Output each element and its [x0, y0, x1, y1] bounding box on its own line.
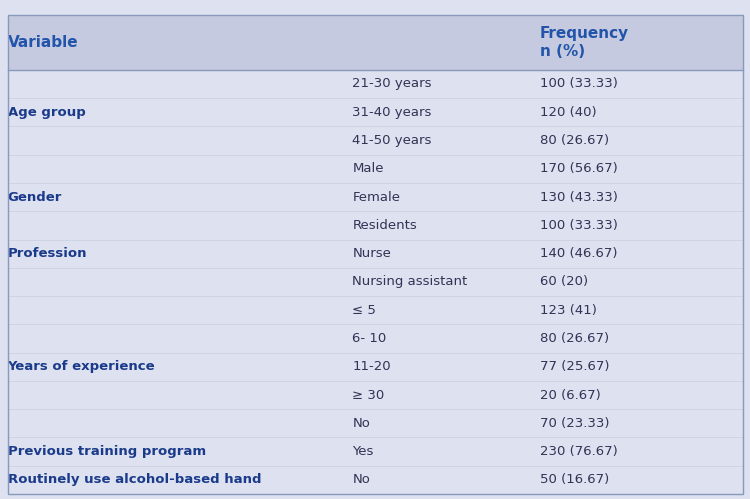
Text: 230 (76.67): 230 (76.67): [540, 445, 618, 458]
Text: Frequency
n (%): Frequency n (%): [540, 26, 629, 58]
Text: Nurse: Nurse: [352, 247, 392, 260]
FancyBboxPatch shape: [8, 15, 742, 70]
Text: 11-20: 11-20: [352, 360, 392, 373]
Text: 21-30 years: 21-30 years: [352, 77, 432, 90]
Text: Residents: Residents: [352, 219, 417, 232]
Text: Yes: Yes: [352, 445, 374, 458]
Text: 70 (23.33): 70 (23.33): [540, 417, 610, 430]
Text: ≥ 30: ≥ 30: [352, 389, 385, 402]
Text: ≤ 5: ≤ 5: [352, 304, 376, 317]
Text: 80 (26.67): 80 (26.67): [540, 332, 609, 345]
Text: 77 (25.67): 77 (25.67): [540, 360, 610, 373]
Text: 20 (6.67): 20 (6.67): [540, 389, 601, 402]
Text: No: No: [352, 474, 370, 487]
Text: 100 (33.33): 100 (33.33): [540, 219, 618, 232]
Text: 6- 10: 6- 10: [352, 332, 387, 345]
Text: 31-40 years: 31-40 years: [352, 106, 432, 119]
Text: 100 (33.33): 100 (33.33): [540, 77, 618, 90]
Text: 50 (16.67): 50 (16.67): [540, 474, 609, 487]
Text: Previous training program: Previous training program: [8, 445, 206, 458]
Text: 130 (43.33): 130 (43.33): [540, 191, 618, 204]
Text: Male: Male: [352, 162, 384, 175]
Text: Age group: Age group: [8, 106, 86, 119]
Text: 140 (46.67): 140 (46.67): [540, 247, 617, 260]
Text: 41-50 years: 41-50 years: [352, 134, 432, 147]
Text: 170 (56.67): 170 (56.67): [540, 162, 618, 175]
Text: Profession: Profession: [8, 247, 87, 260]
FancyBboxPatch shape: [8, 15, 742, 494]
Text: 123 (41): 123 (41): [540, 304, 597, 317]
Text: 80 (26.67): 80 (26.67): [540, 134, 609, 147]
Text: Nursing assistant: Nursing assistant: [352, 275, 468, 288]
Text: Gender: Gender: [8, 191, 62, 204]
Text: Variable: Variable: [8, 35, 78, 50]
Text: No: No: [352, 417, 370, 430]
Text: Routinely use alcohol-based hand: Routinely use alcohol-based hand: [8, 474, 261, 487]
Text: 60 (20): 60 (20): [540, 275, 588, 288]
Text: 120 (40): 120 (40): [540, 106, 597, 119]
Text: Female: Female: [352, 191, 401, 204]
Text: Years of experience: Years of experience: [8, 360, 155, 373]
